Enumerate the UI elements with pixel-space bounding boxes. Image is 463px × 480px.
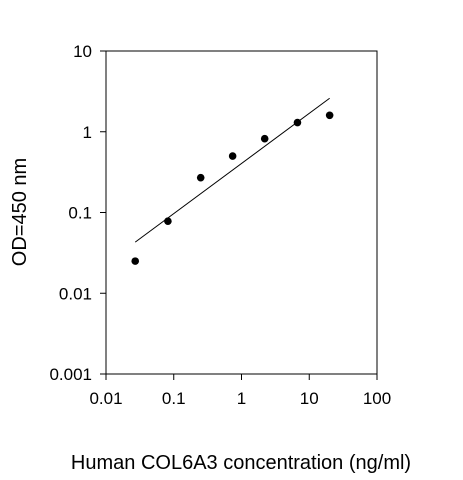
y-axis-title: OD=450 nm xyxy=(9,158,31,266)
x-axis-ticks: 0.01 0.1 1 10 100 xyxy=(89,374,391,408)
plot-frame xyxy=(105,50,378,375)
data-point xyxy=(293,118,302,127)
x-axis-title: Human COL6A3 concentration (ng/ml) xyxy=(71,452,411,474)
data-point xyxy=(131,257,140,265)
y-axis-ticks: 0.001 0.01 0.1 1 10 xyxy=(49,42,106,384)
data-point xyxy=(325,111,334,120)
data-point xyxy=(260,134,269,143)
data-point xyxy=(164,217,172,226)
data-point xyxy=(228,152,237,160)
x-tick-label: 0.1 xyxy=(162,389,186,408)
y-tick-label: 0.01 xyxy=(59,284,92,303)
y-tick-label: 10 xyxy=(73,42,92,61)
data-points xyxy=(131,111,334,265)
y-tick-label: 0.1 xyxy=(68,204,92,223)
y-tick-label: 0.001 xyxy=(49,365,92,384)
data-point xyxy=(196,173,205,182)
x-tick-label: 0.01 xyxy=(89,389,122,408)
x-tick-label: 1 xyxy=(237,389,246,408)
x-tick-label: 100 xyxy=(363,389,391,408)
x-tick-label: 10 xyxy=(300,389,319,408)
y-tick-label: 1 xyxy=(83,123,92,142)
